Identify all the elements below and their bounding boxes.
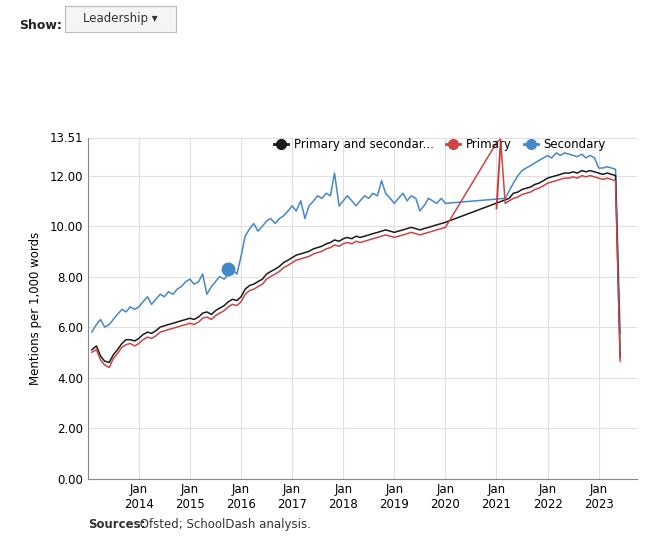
Text: Ofsted; SchoolDash analysis.: Ofsted; SchoolDash analysis. [136,518,311,531]
Text: Show:: Show: [20,19,62,32]
Text: Leadership ▾: Leadership ▾ [83,12,157,25]
Legend: Primary and secondar..., Primary, Secondary: Primary and secondar..., Primary, Second… [269,133,611,156]
Y-axis label: Mentions per 1,000 words: Mentions per 1,000 words [29,232,42,384]
Text: Sources:: Sources: [88,518,145,531]
